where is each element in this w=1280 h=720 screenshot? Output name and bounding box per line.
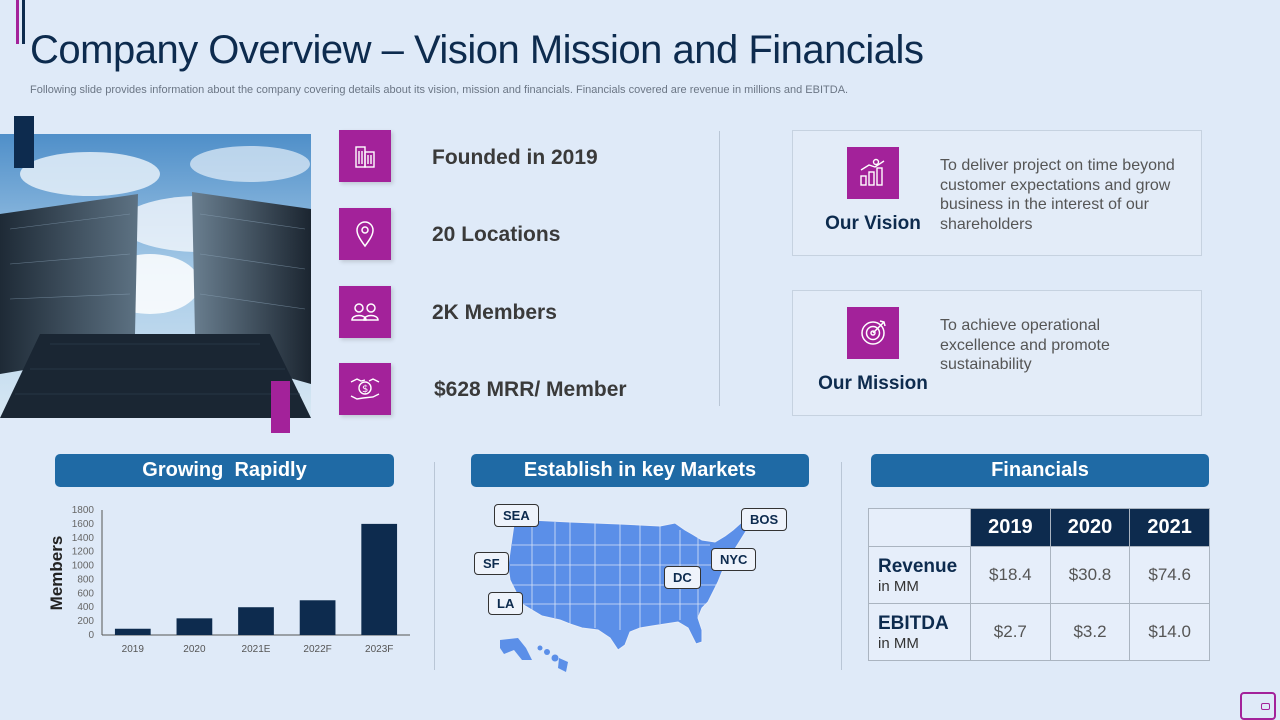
photo-accent-purple xyxy=(271,381,290,433)
vision-card: Our Vision To deliver project on time be… xyxy=(792,130,1202,256)
row-label: EBITDA xyxy=(878,612,949,634)
bar xyxy=(299,600,336,635)
y-tick-label: 1800 xyxy=(72,505,95,516)
mission-text: To achieve operational excellence and pr… xyxy=(940,317,1110,373)
table-corner-cell xyxy=(868,508,971,547)
y-tick-label: 600 xyxy=(77,588,94,599)
buildings-photo xyxy=(0,134,311,418)
table-cell: $74.6 xyxy=(1129,546,1210,604)
year-header: 2019 xyxy=(970,508,1051,547)
fact-members: 2K Members xyxy=(432,301,557,324)
money-hand-icon: $ xyxy=(339,363,391,415)
x-tick-label: 2019 xyxy=(122,644,145,655)
financials-table: 2019 2020 2021 Revenue in MM $18.4 $30.8… xyxy=(868,508,1210,661)
bar xyxy=(238,607,274,635)
us-mainland-shape xyxy=(507,511,754,651)
table-cell: $30.8 xyxy=(1049,546,1131,604)
y-tick-label: 1600 xyxy=(72,519,95,530)
vision-text: To deliver project on time beyond custom… xyxy=(940,157,1175,233)
top-accent-bar-navy xyxy=(22,0,25,44)
page-subtitle: Following slide provides information abo… xyxy=(30,84,849,96)
us-market-map: SEA SF LA BOS NYC DC xyxy=(470,500,810,675)
row-sublabel: in MM xyxy=(878,634,919,652)
row-header-ebitda: EBITDA in MM xyxy=(868,603,971,661)
city-label-la: LA xyxy=(488,592,524,615)
x-tick-label: 2020 xyxy=(183,644,206,655)
year-header: 2020 xyxy=(1049,508,1131,547)
divider-chart-map xyxy=(434,462,435,670)
page-title: Company Overview – Vision Mission and Fi… xyxy=(30,28,924,72)
table-cell: $2.7 xyxy=(970,603,1051,661)
fact-locations: 20 Locations xyxy=(432,223,561,246)
y-tick-label: 800 xyxy=(77,574,94,585)
building-icon xyxy=(339,130,391,182)
table-cell: $18.4 xyxy=(970,546,1051,604)
table-row: Revenue in MM $18.4 $30.8 $74.6 xyxy=(868,546,1210,604)
table-cell: $14.0 xyxy=(1129,603,1210,661)
y-tick-label: 1200 xyxy=(72,547,95,558)
top-accent-bar-purple xyxy=(16,0,19,44)
mission-label: Our Mission xyxy=(818,373,928,394)
row-label: Revenue xyxy=(878,555,958,577)
photo-accent-navy xyxy=(14,116,34,168)
row-header-revenue: Revenue in MM xyxy=(868,546,971,604)
table-cell: $3.2 xyxy=(1049,603,1131,661)
bar xyxy=(114,628,151,635)
wallet-icon xyxy=(1240,692,1276,720)
city-label-sea: SEA xyxy=(494,504,539,527)
bar xyxy=(176,618,213,635)
city-label-sf: SF xyxy=(474,552,509,575)
city-label-dc: DC xyxy=(664,566,701,589)
members-bar-chart: Members 0 200 400 600 800 1000 1200 1400 1600 180… xyxy=(47,505,410,655)
table-row: EBITDA in MM $2.7 $3.2 $14.0 xyxy=(868,603,1210,661)
y-tick-label: 400 xyxy=(77,602,94,613)
year-header: 2021 xyxy=(1129,508,1210,547)
x-tick-label: 2021E xyxy=(242,644,271,655)
divider-facts xyxy=(719,131,720,406)
location-pin-icon xyxy=(339,208,391,260)
y-tick-label: 1400 xyxy=(72,533,95,544)
table-header-row: 2019 2020 2021 xyxy=(868,508,1210,547)
chart-y-label: Members xyxy=(47,536,66,611)
growth-header: Growing Rapidly xyxy=(55,454,394,487)
y-tick-label: 1000 xyxy=(72,561,95,572)
growth-chart-icon xyxy=(847,147,899,199)
people-icon xyxy=(339,286,391,338)
city-label-bos: BOS xyxy=(741,508,788,531)
alaska-shape xyxy=(500,638,532,660)
row-sublabel: in MM xyxy=(878,577,919,595)
x-tick-label: 2023F xyxy=(365,644,393,655)
fact-mrr: $628 MRR/ Member xyxy=(434,378,627,401)
x-tick-label: 2022F xyxy=(303,644,331,655)
y-tick-label: 0 xyxy=(88,630,94,641)
vision-label: Our Vision xyxy=(825,213,921,234)
hawaii-shape xyxy=(537,645,568,672)
markets-header: Establish in key Markets xyxy=(471,454,809,487)
svg-text:$: $ xyxy=(362,384,368,395)
target-icon xyxy=(847,307,899,359)
y-tick-label: 200 xyxy=(77,616,94,627)
city-label-nyc: NYC xyxy=(711,548,757,571)
bar xyxy=(361,523,398,635)
divider-map-fin xyxy=(841,462,842,670)
financials-header: Financials xyxy=(871,454,1209,487)
fact-founded: Founded in 2019 xyxy=(432,146,598,169)
mission-card: Our Mission To achieve operational excel… xyxy=(792,290,1202,416)
